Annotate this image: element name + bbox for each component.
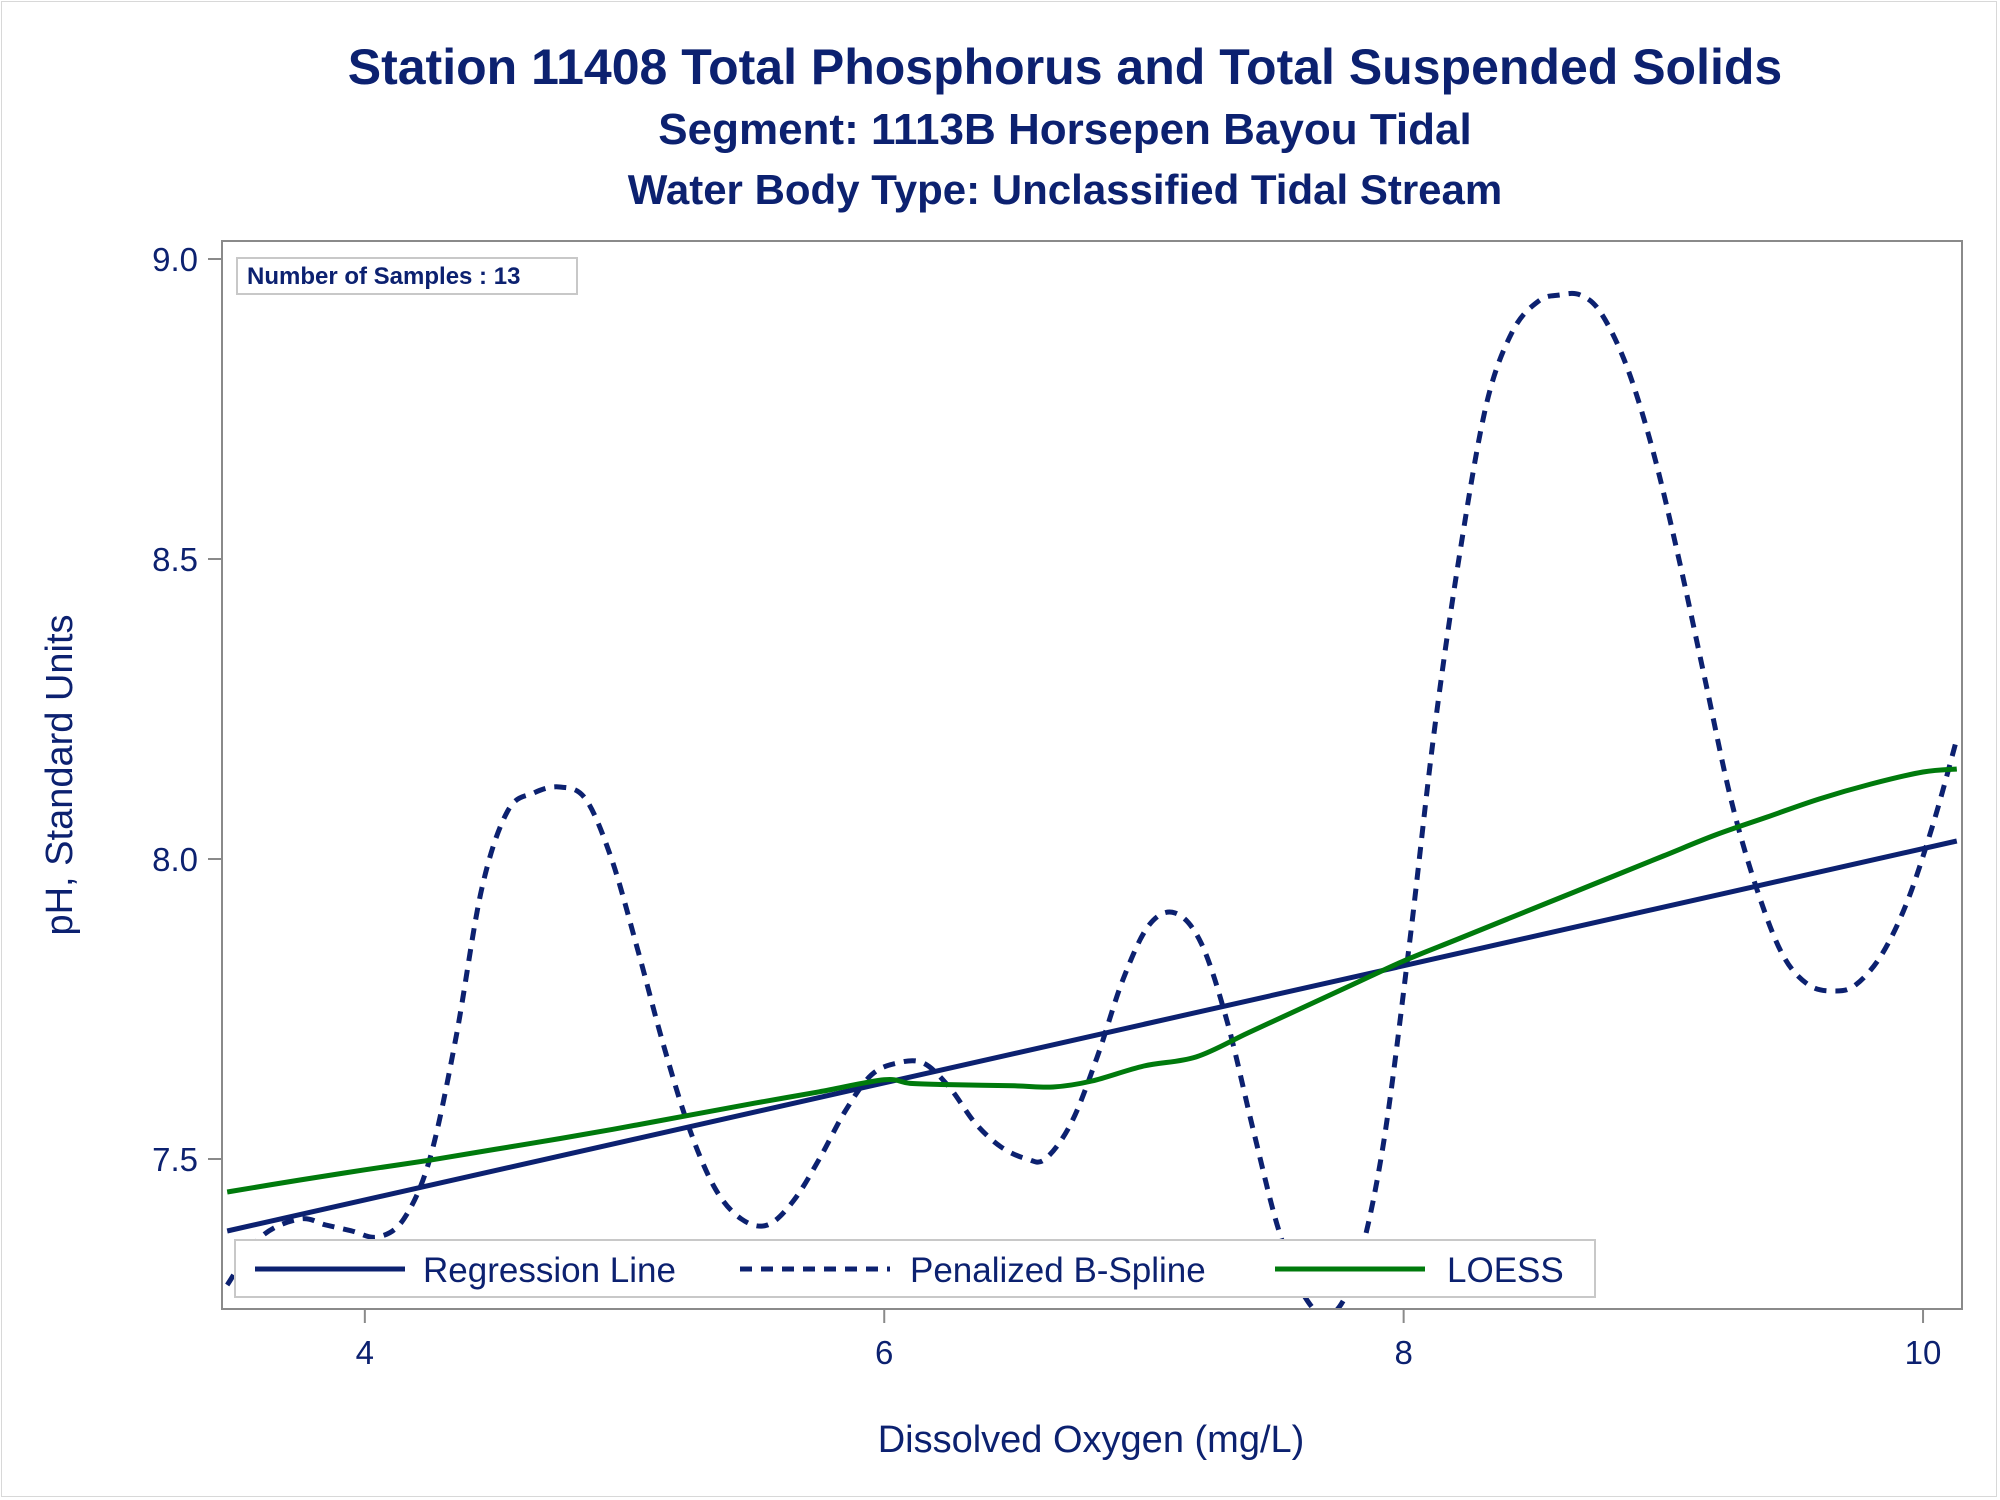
y-tick-label: 8.0 bbox=[152, 841, 198, 878]
sample-count-inset: Number of Samples : 13 bbox=[236, 257, 578, 295]
y-tick-label: 9.0 bbox=[152, 241, 198, 278]
y-tick-label: 8.5 bbox=[152, 541, 198, 578]
x-tick-label: 6 bbox=[875, 1334, 893, 1371]
legend: Regression Line Penalized B-Spline LOESS bbox=[234, 1239, 1596, 1298]
chart-subtitle-2: Water Body Type: Unclassified Tidal Stre… bbox=[627, 166, 1503, 213]
x-axis-label: Dissolved Oxygen (mg/L) bbox=[878, 1419, 1305, 1461]
legend-label-loess: LOESS bbox=[1447, 1251, 1564, 1290]
penalized-bspline-line bbox=[225, 290, 1960, 1309]
y-axis-label: pH, Standard Units bbox=[39, 614, 81, 935]
chart-subtitle: Segment: 1113B Horsepen Bayou Tidal bbox=[658, 105, 1472, 154]
chart-title: Station 11408 Total Phosphorus and Total… bbox=[347, 39, 1783, 95]
regression-line bbox=[226, 838, 1958, 1234]
y-tick-label: 7.5 bbox=[152, 1141, 198, 1178]
legend-label-spline: Penalized B-Spline bbox=[910, 1251, 1206, 1290]
loess-line bbox=[226, 766, 1958, 1195]
sample-count-text: Number of Samples : 13 bbox=[247, 263, 520, 290]
x-tick-label: 4 bbox=[356, 1334, 374, 1371]
legend-label-regression: Regression Line bbox=[423, 1251, 676, 1290]
inset-box bbox=[236, 257, 578, 295]
x-tick-label: 8 bbox=[1394, 1334, 1412, 1371]
plot-area bbox=[221, 240, 1963, 1310]
x-tick-label: 10 bbox=[1905, 1334, 1942, 1371]
